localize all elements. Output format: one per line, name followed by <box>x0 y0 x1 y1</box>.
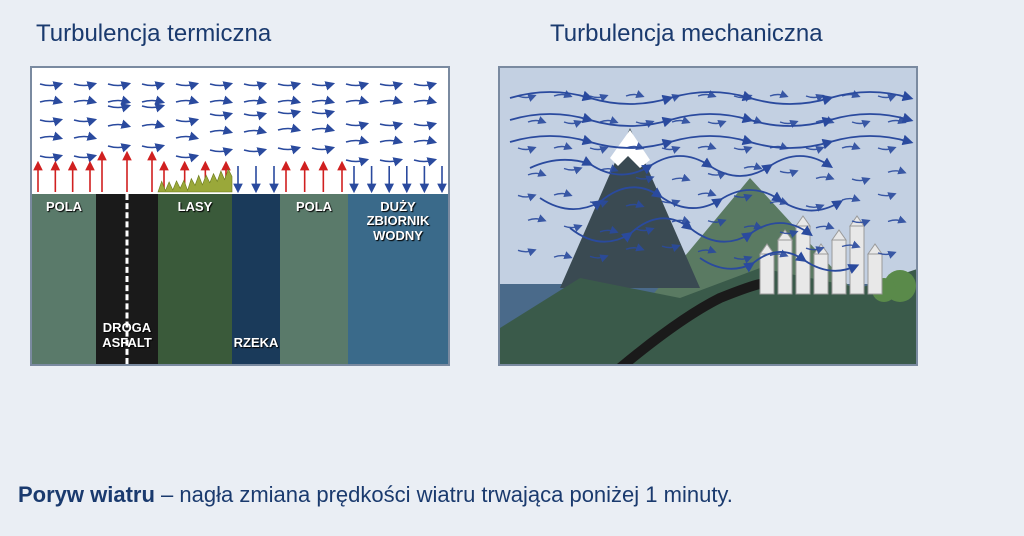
road-dash <box>126 194 129 364</box>
mechanical-svg <box>500 68 916 364</box>
thermal-ground: POLA DROGAASFALT LASY RZEKA POLA DUŻYZBIORNIK… <box>32 194 448 364</box>
strip-1: DROGAASFALT <box>96 194 158 364</box>
title-right: Turbulencja mechaniczna <box>530 20 970 48</box>
titles-row: Turbulencja termiczna Turbulencja mechan… <box>30 20 994 48</box>
strip-3: RZEKA <box>232 194 280 364</box>
strip-top-label: DUŻYZBIORNIKWODNY <box>367 194 430 243</box>
strip-top-label: LASY <box>178 194 213 214</box>
strip-low-label: RZEKA <box>232 336 280 350</box>
strip-4: POLA <box>280 194 348 364</box>
footer-definition: Poryw wiatru – nagła zmiana prędkości wi… <box>18 482 733 508</box>
footer-rest: – nagła zmiana prędkości wiatru trwająca… <box>155 482 733 507</box>
diagrams-row: POLA DROGAASFALT LASY RZEKA POLA DUŻYZBIORNIK… <box>30 66 994 366</box>
title-left: Turbulencja termiczna <box>30 20 470 48</box>
footer-bold: Poryw wiatru <box>18 482 155 507</box>
strip-2: LASY <box>158 194 232 364</box>
strip-5: DUŻYZBIORNIKWODNY <box>348 194 448 364</box>
diagram-mechanical <box>498 66 918 366</box>
diagram-thermal: POLA DROGAASFALT LASY RZEKA POLA DUŻYZBIORNIK… <box>30 66 450 366</box>
strip-top-label: POLA <box>46 194 82 214</box>
strip-top-label: POLA <box>296 194 332 214</box>
strip-0: POLA <box>32 194 96 364</box>
